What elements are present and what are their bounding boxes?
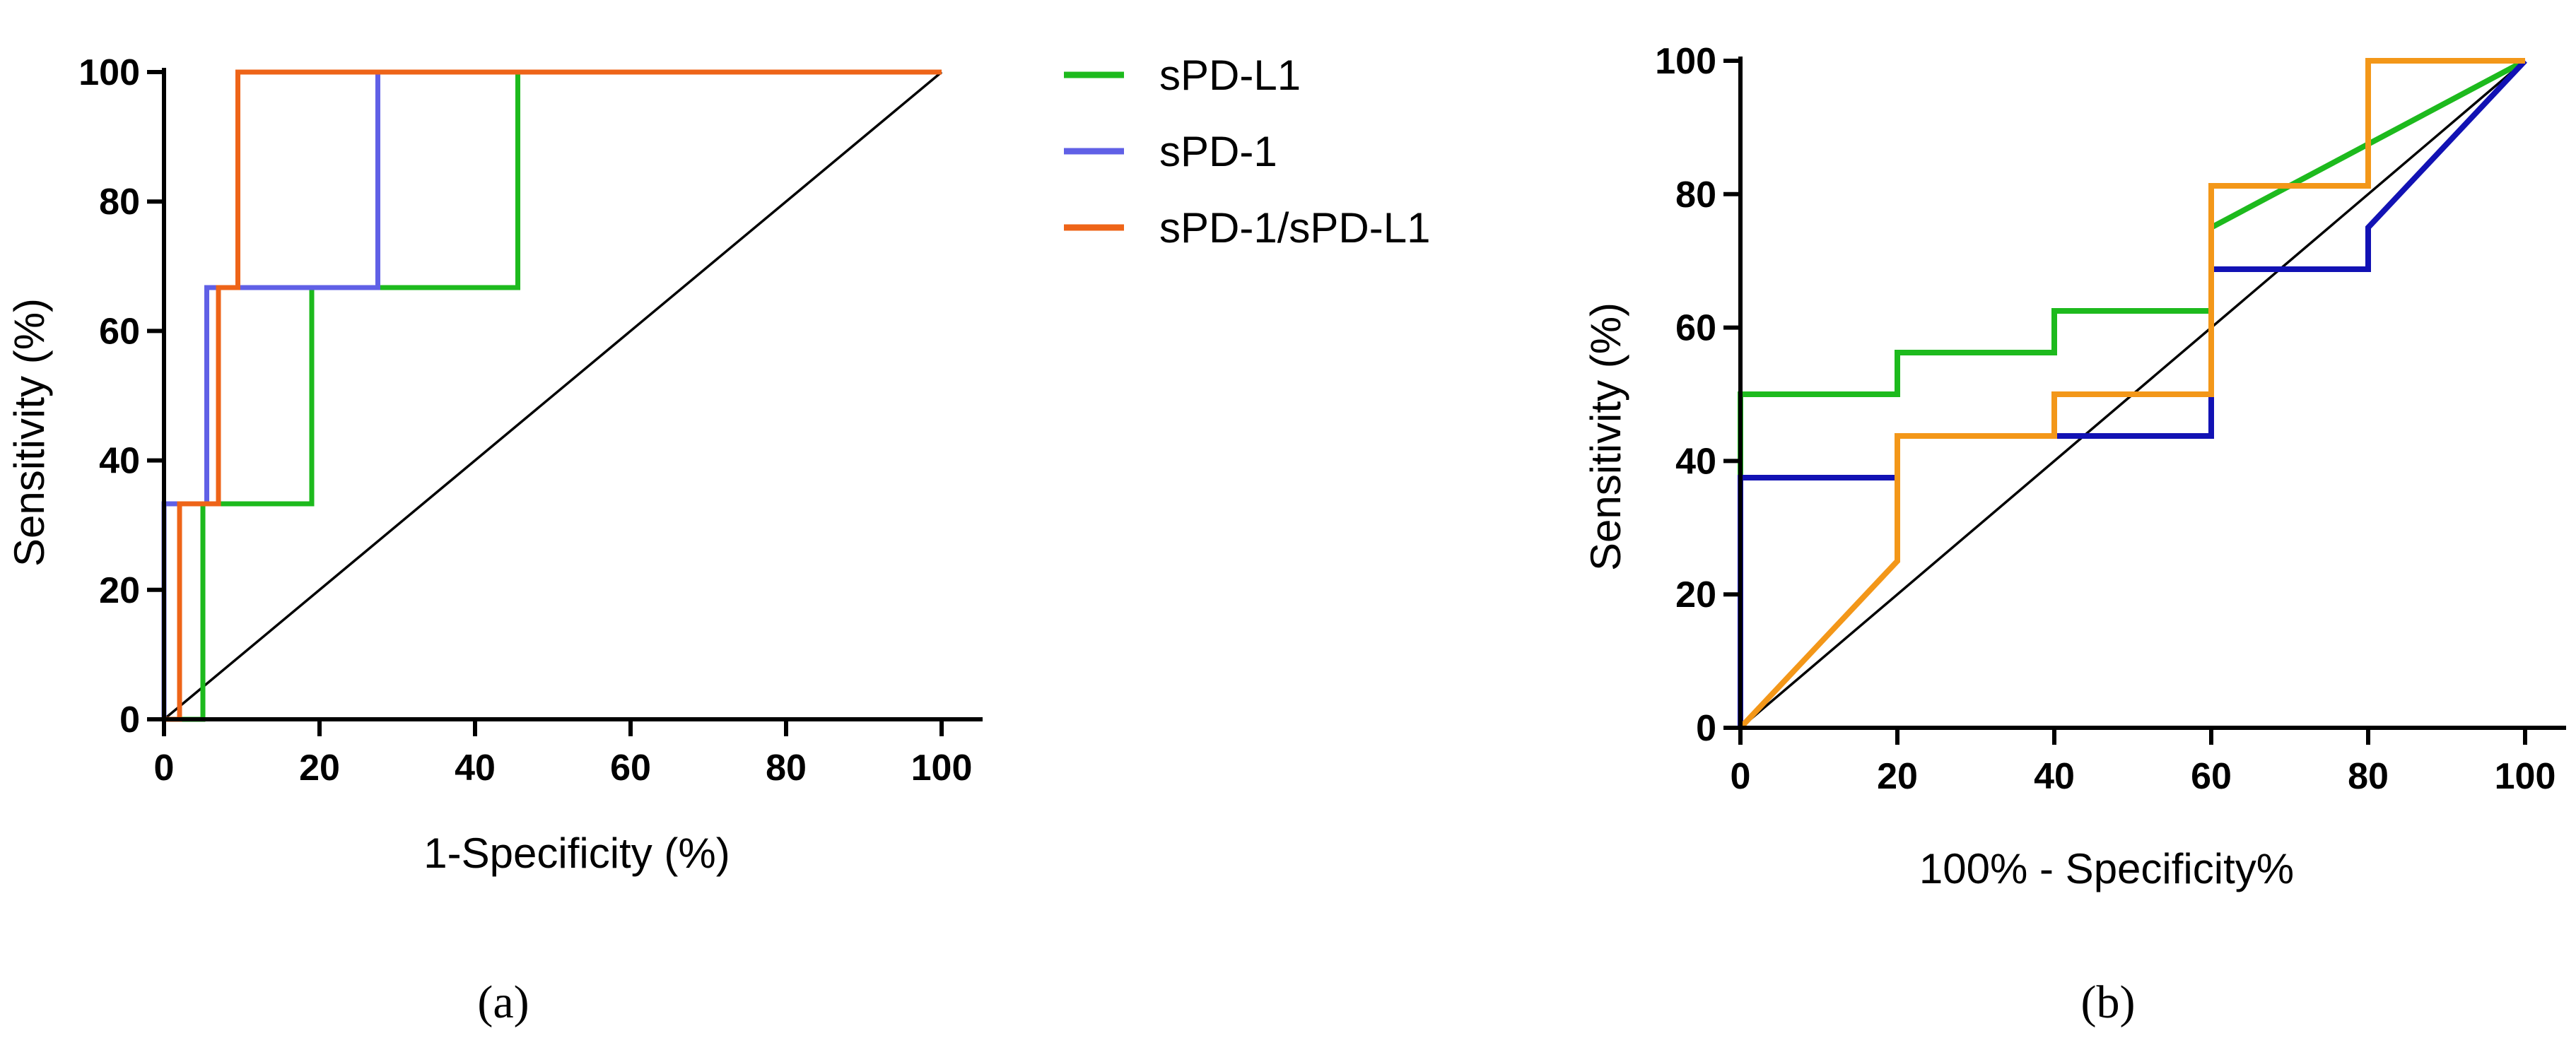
chart-a-x-tick-label: 100 bbox=[911, 748, 973, 789]
chart-a-x-axis-title: 1-Specificity (%) bbox=[423, 830, 730, 877]
chart-b-x-tick-label: 60 bbox=[2191, 756, 2232, 797]
chart-b-y-tick-label: 60 bbox=[1675, 308, 1716, 349]
chart-a-series-spd-l1 bbox=[164, 69, 942, 722]
chart-b-y-tick-label: 20 bbox=[1675, 574, 1716, 615]
chart-b-series-spd-1-spd-l1 bbox=[1738, 58, 2525, 730]
chart-b-series-spd-1 bbox=[1738, 59, 2527, 728]
legend-label-spd-1-spd-l1: sPD-1/sPD-L1 bbox=[1159, 204, 1430, 252]
chart-b-x-tick-label: 80 bbox=[2348, 756, 2389, 797]
legend-label-spd-l1: sPD-L1 bbox=[1159, 52, 1301, 99]
chart-b-x-axis-title: 100% - Specificity% bbox=[1919, 845, 2294, 892]
chart-b-y-axis-title: Sensitivity (%) bbox=[1582, 302, 1629, 571]
chart-a-x-tick-label: 60 bbox=[610, 748, 651, 789]
chart-b-x-tick-label: 40 bbox=[2034, 756, 2075, 797]
chart-a-reference-line bbox=[163, 71, 943, 721]
chart-a-series-spd-1-spd-l1 bbox=[164, 69, 942, 722]
chart-a-y-axis-title: Sensitivity (%) bbox=[6, 298, 53, 567]
chart-a-y-tick-label: 60 bbox=[99, 311, 140, 352]
chart-a-panel-label: (a) bbox=[477, 977, 529, 1028]
chart-a-x-tick-label: 40 bbox=[455, 748, 496, 789]
legend-label-spd-1: sPD-1 bbox=[1159, 128, 1277, 175]
chart-a-x-tick-label: 80 bbox=[766, 748, 807, 789]
chart-a-y-tick-label: 20 bbox=[99, 570, 140, 611]
chart-a-y-tick-label: 40 bbox=[99, 441, 140, 482]
chart-b-y-tick-label: 0 bbox=[1696, 708, 1716, 749]
chart-b-x-tick-label: 0 bbox=[1731, 756, 1751, 797]
chart-a-y-tick-label: 100 bbox=[78, 52, 140, 93]
roc-chart-a: Sensitivity (%) 1-Specificity (%) (a) 0 2… bbox=[6, 52, 983, 1028]
legend: sPD-L1 sPD-1 sPD-1/sPD-L1 bbox=[1064, 52, 1430, 252]
chart-a-y-tick-label: 80 bbox=[99, 182, 140, 223]
roc-chart-b: Sensitivity (%) 100% - Specificity% (b) … bbox=[1582, 41, 2566, 1028]
chart-a-x-tick-label: 20 bbox=[299, 748, 340, 789]
chart-b-x-tick-label: 20 bbox=[1877, 756, 1918, 797]
chart-b-y-tick-label: 40 bbox=[1675, 441, 1716, 482]
chart-b-x-tick-label: 100 bbox=[2495, 756, 2556, 797]
chart-a-y-tick-label: 0 bbox=[119, 700, 140, 741]
chart-a-x-tick-label: 0 bbox=[154, 748, 175, 789]
chart-b-y-tick-label: 100 bbox=[1655, 41, 1716, 82]
chart-b-panel-label: (b) bbox=[2081, 977, 2136, 1028]
chart-b-y-tick-label: 80 bbox=[1675, 175, 1716, 216]
